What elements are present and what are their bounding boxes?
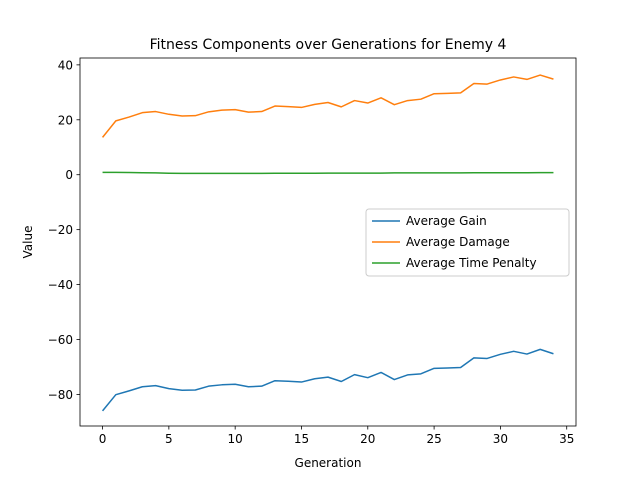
- y-tick-label-3: −20: [48, 223, 73, 237]
- x-tick-label-1: 5: [165, 432, 173, 446]
- y-tick-label-2: −40: [48, 278, 73, 292]
- axes: 0 5 10 15 20 25 30 35 −80 −60 −40 −20 0 20 40: [48, 57, 577, 446]
- plot-area: [101, 74, 554, 412]
- y-tick-label-0: −80: [48, 388, 73, 402]
- legend: Average Gain Average Damage Average Time P…: [365, 208, 570, 277]
- series-line-1: [101, 74, 554, 138]
- y-tick-label-6: 40: [58, 58, 73, 72]
- series-line-0: [101, 348, 554, 412]
- legend-label-2: Average Time Penalty: [406, 256, 537, 270]
- y-tick-label-5: 20: [58, 113, 73, 127]
- x-tick-label-7: 35: [559, 432, 574, 446]
- x-tick-label-6: 30: [493, 432, 508, 446]
- legend-label-0: Average Gain: [406, 214, 487, 228]
- y-tick-label-1: −60: [48, 333, 73, 347]
- x-axis-label: Generation: [295, 456, 362, 470]
- y-axis-label: Value: [21, 226, 35, 259]
- x-tick-label-3: 15: [294, 432, 309, 446]
- y-tick-label-4: 0: [65, 168, 73, 182]
- x-tick-label-4: 20: [360, 432, 375, 446]
- chart-title: Fitness Components over Generations for …: [150, 37, 507, 53]
- legend-box: [365, 208, 570, 277]
- legend-label-1: Average Damage: [406, 235, 510, 249]
- axes-frame: [79, 57, 577, 427]
- series-line-2: [102, 171, 554, 175]
- x-tick-label-5: 25: [426, 432, 441, 446]
- x-tick-label-0: 0: [99, 432, 107, 446]
- x-tick-label-2: 10: [228, 432, 243, 446]
